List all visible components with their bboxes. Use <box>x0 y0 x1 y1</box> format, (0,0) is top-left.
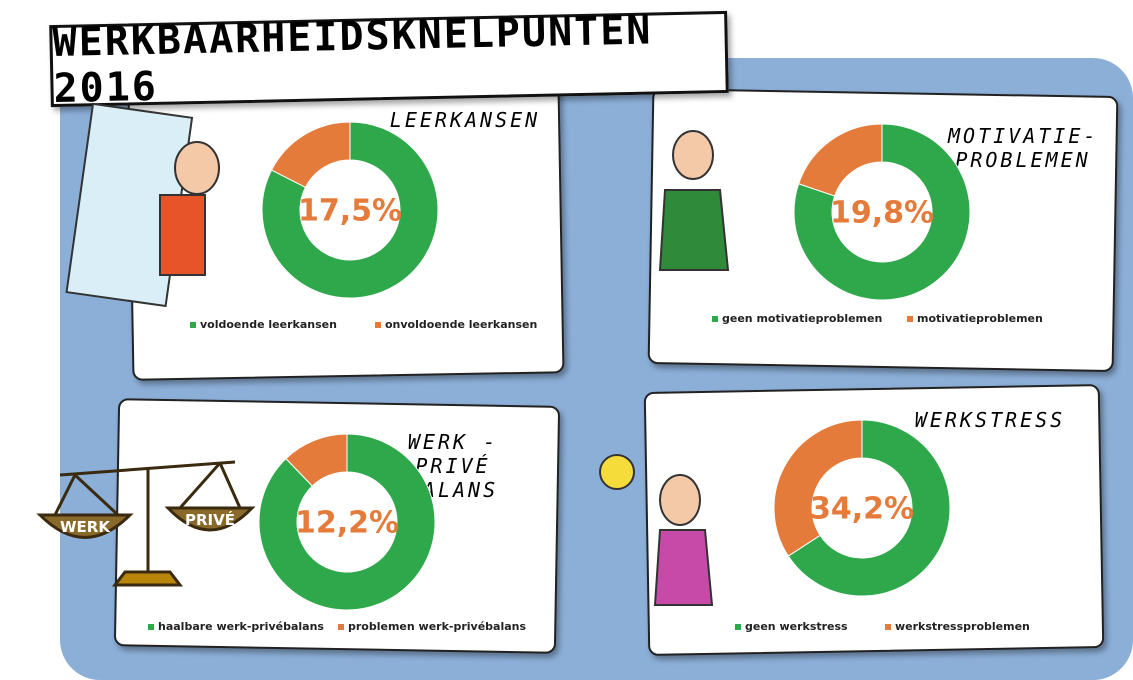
illustration-label: PRIVÉ <box>185 510 235 529</box>
figure <box>660 475 700 525</box>
figure <box>655 530 712 605</box>
legend-swatch <box>190 322 196 328</box>
illustration-label: WERK <box>60 518 111 536</box>
legend-label: motivatieproblemen <box>917 312 1043 325</box>
value-label: 17,5% <box>298 194 402 229</box>
legend-swatch <box>375 322 381 328</box>
legend-label: geen motivatieproblemen <box>722 312 882 325</box>
legend-swatch <box>148 624 154 630</box>
legend-label: onvoldoende leerkansen <box>385 318 537 331</box>
value-label: 19,8% <box>830 196 934 231</box>
charts: WERK PRIVÉ voldoende leerkansen onvoldoen… <box>0 0 1133 680</box>
legend-label: werkstressproblemen <box>895 620 1030 633</box>
legend-swatch <box>885 624 891 630</box>
donut-segment <box>774 420 862 556</box>
figure <box>660 190 728 270</box>
legend-label: geen werkstress <box>745 620 848 633</box>
legend-label: haalbare werk-privébalans <box>158 620 324 633</box>
value-label: 12,2% <box>295 506 399 541</box>
legend-swatch <box>338 624 344 630</box>
legend-swatch <box>907 316 913 322</box>
legend-label: voldoende leerkansen <box>200 318 337 331</box>
infographic: WERKBAARHEIDSKNELPUNTEN 2016 LEERKANSEN … <box>0 0 1133 680</box>
figure <box>673 131 713 179</box>
figure <box>175 142 219 194</box>
legend-swatch <box>712 316 718 322</box>
legend-label: problemen werk-privébalans <box>348 620 526 633</box>
value-label: 34,2% <box>810 492 914 527</box>
figure <box>160 195 205 275</box>
emoji <box>600 455 634 489</box>
donut-segment <box>799 124 882 196</box>
legend-swatch <box>735 624 741 630</box>
